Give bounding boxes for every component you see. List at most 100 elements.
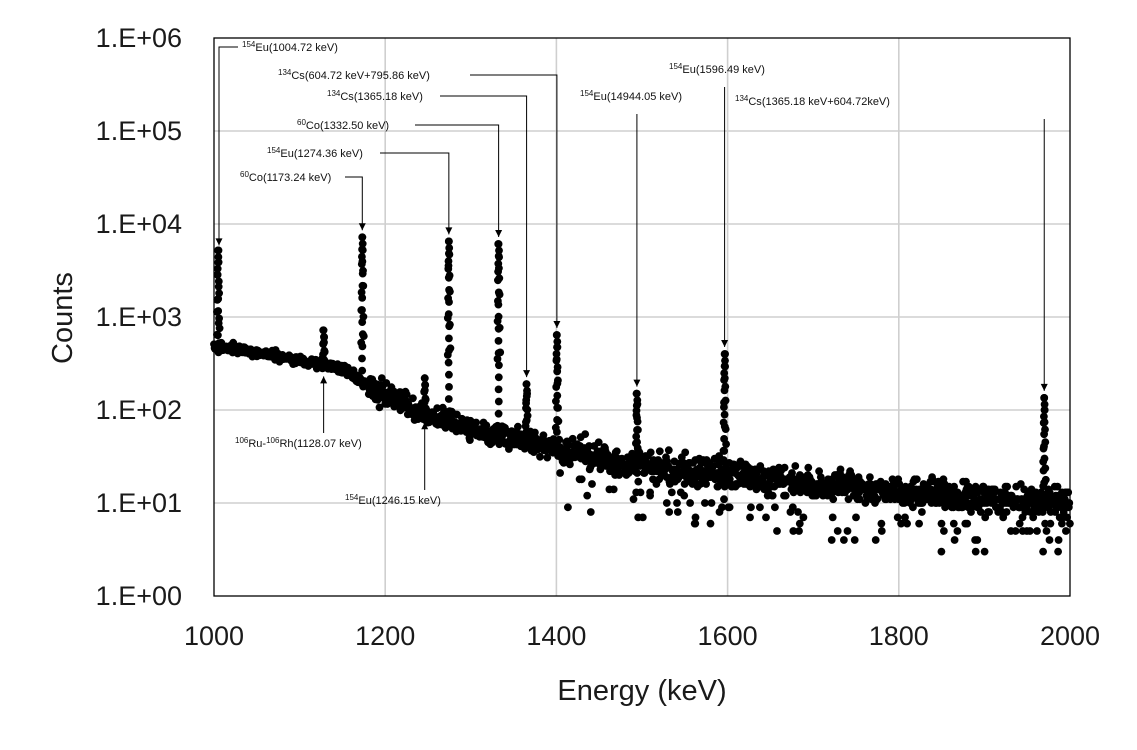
spectrum-point: [918, 508, 926, 516]
spectrum-point: [701, 499, 709, 507]
spectrum-point: [747, 503, 755, 512]
peak-point: [633, 450, 642, 459]
spectrum-point: [1045, 536, 1054, 544]
spectrum-point: [804, 463, 813, 472]
spectrum-point: [780, 463, 789, 472]
peak-point: [444, 237, 453, 246]
spectrum-point: [681, 448, 690, 457]
spectrum-point: [1007, 527, 1015, 535]
spectrum-point: [871, 536, 880, 544]
spectrum-point: [1054, 547, 1062, 556]
spectrum-point: [1046, 519, 1055, 528]
spectrum-point: [789, 527, 798, 535]
spectrum-point: [1042, 527, 1051, 535]
spectrum-point: [634, 477, 643, 486]
peak-point: [633, 438, 641, 446]
spectrum-point: [873, 495, 882, 504]
peak-point: [720, 362, 729, 370]
peak-point: [420, 374, 429, 383]
spectrum-point: [1062, 527, 1070, 535]
peak-point: [494, 385, 503, 394]
spectrum-point: [375, 403, 384, 412]
spectrum-point: [949, 519, 958, 528]
spectrum-point: [950, 482, 958, 491]
spectrum-point: [799, 513, 808, 522]
spectrum-point: [466, 436, 474, 444]
peak-point: [444, 261, 453, 270]
spectrum-point: [634, 513, 643, 522]
spectrum-point: [402, 390, 411, 399]
spectrum-point: [937, 547, 946, 556]
peak-point: [553, 440, 561, 448]
data-points: [210, 233, 1074, 556]
peak-point: [494, 409, 503, 418]
x-tick-label: 1000: [184, 621, 244, 651]
peak-point: [358, 306, 366, 314]
peak-label: 106Ru-106Rh(1128.07 keV): [235, 436, 362, 450]
spectrum-point: [691, 519, 700, 528]
spectrum-point: [720, 495, 728, 504]
spectrum-point: [686, 499, 694, 507]
peak-point: [522, 416, 531, 425]
spectrum-point: [1063, 513, 1071, 522]
peak-point: [720, 398, 728, 407]
peak-point: [522, 404, 530, 413]
peak-point: [319, 350, 327, 359]
spectrum-point: [877, 527, 886, 535]
spectrum-point: [514, 422, 522, 431]
spectrum-point: [788, 469, 796, 477]
peak-point: [495, 246, 503, 255]
spectrum-point: [673, 499, 681, 507]
peak-annotation: 154Eu(1274.36 keV): [267, 146, 453, 235]
spectrum-point: [453, 410, 461, 419]
peak-point: [494, 337, 503, 345]
arrow-head-icon: [358, 223, 366, 231]
annotation-leader: [380, 152, 450, 235]
peak-point: [494, 300, 503, 309]
peak-point: [358, 318, 367, 326]
peak-point: [358, 354, 366, 363]
spectrum-point: [815, 467, 823, 476]
peak-point: [720, 422, 729, 431]
spectrum-point: [937, 519, 946, 528]
spectrum-point: [605, 485, 614, 494]
spectrum-point: [629, 495, 638, 504]
peak-point: [494, 276, 502, 285]
peak-label: 154Eu(14944.05 keV): [580, 89, 682, 103]
y-tick-label: 1.E+00: [96, 581, 182, 611]
peak-point: [318, 364, 327, 373]
peak-point: [553, 403, 562, 412]
peak-label: 154Eu(1274.36 keV): [267, 146, 363, 160]
peak-point: [553, 343, 561, 351]
spectrum-point: [973, 536, 982, 544]
peak-point: [1040, 490, 1049, 499]
peak-point: [444, 358, 453, 367]
peak-point: [445, 334, 453, 343]
y-tick-label: 1.E+04: [96, 209, 182, 239]
peak-point: [1040, 454, 1049, 463]
spectrum-point: [433, 404, 442, 412]
peak-point: [631, 456, 640, 465]
spectrum-point: [980, 547, 989, 556]
peak-point: [420, 398, 429, 407]
spectrum-point: [746, 513, 754, 522]
spectrum-point: [706, 519, 715, 528]
peak-point: [358, 342, 367, 351]
spectrum-point: [909, 503, 917, 512]
peak-point: [445, 370, 453, 379]
peak-point: [445, 249, 453, 258]
spectrum-point: [655, 447, 664, 456]
peak-point: [1040, 418, 1049, 426]
y-tick-label: 1.E+06: [96, 23, 182, 53]
spectrum-point: [566, 460, 574, 469]
spectrum-point: [985, 508, 993, 516]
x-tick-label: 1200: [355, 621, 415, 651]
peak-annotation: 154Eu(1246.15 keV): [345, 422, 441, 507]
spectrum-point: [715, 508, 724, 516]
spectrum-point: [768, 491, 777, 500]
spectrum-point: [850, 536, 859, 544]
peak-point: [213, 264, 222, 273]
peak-point: [1040, 478, 1049, 487]
peak-point: [720, 410, 729, 419]
peak-point: [1040, 430, 1048, 439]
